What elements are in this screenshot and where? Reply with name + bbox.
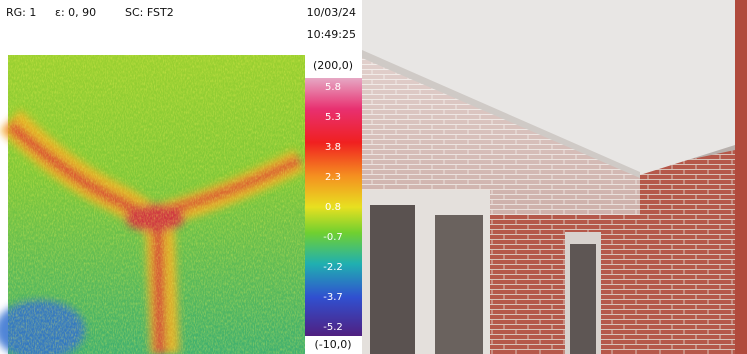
scale-label: 5.8 xyxy=(325,82,341,93)
screenshot: RG: 1 ε: 0, 90 SC: FST2 10/03/24 10:49:2… xyxy=(0,0,747,354)
time: 10:49:25 xyxy=(307,28,356,41)
scale-bar: (200,0) (-10,0) 5.8 5.3 3.8 2.3 0.8 -0.7 -2.2 -… xyxy=(305,55,362,354)
scale-setting: SC: FST2 xyxy=(125,6,174,19)
scale-label: 0.8 xyxy=(325,202,341,213)
photo xyxy=(362,0,747,354)
scale-label: -5.2 xyxy=(323,322,343,333)
range: RG: 1 xyxy=(6,6,36,19)
date: 10/03/24 xyxy=(307,6,356,19)
emissivity: ε: 0, 90 xyxy=(55,6,96,19)
scale-label: -0.7 xyxy=(323,232,343,243)
thermal-image xyxy=(0,55,305,354)
scale-label: 5.3 xyxy=(325,112,341,123)
scale-label: -2.2 xyxy=(323,262,343,273)
scale-max: (200,0) xyxy=(313,59,353,72)
scale-label: 2.3 xyxy=(325,172,341,183)
scale-min: (-10,0) xyxy=(314,338,351,351)
scale-label: 3.8 xyxy=(325,142,341,153)
scale-label: -3.7 xyxy=(323,292,343,303)
